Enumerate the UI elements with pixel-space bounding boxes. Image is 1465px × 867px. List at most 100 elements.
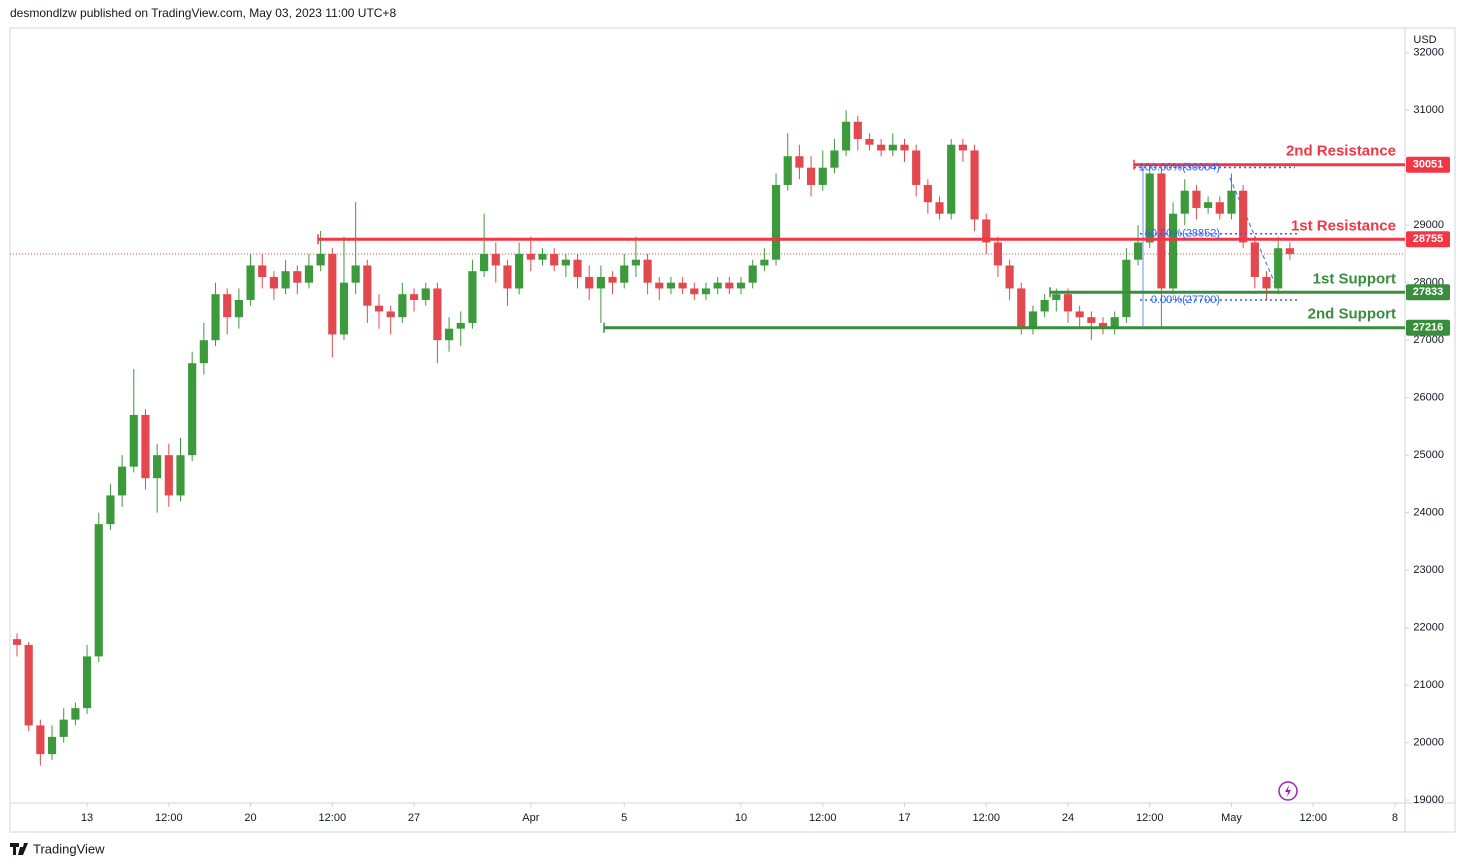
candle-body [118,466,127,496]
candle-body [211,294,220,341]
candle-body [1087,317,1096,323]
level-axis-label: 27216 [1413,322,1444,334]
candle-body [199,340,208,364]
x-tick-label: Apr [522,812,539,824]
y-tick-label: 29000 [1413,219,1444,231]
level-axis-box [1406,284,1450,301]
candle-body [36,725,45,755]
candle-body [725,282,734,289]
x-tick-label: 24 [1062,812,1074,824]
candle-body [188,363,197,456]
candle-body [993,242,1003,266]
candle-body [374,305,384,312]
candle-body [958,144,967,151]
x-tick-label: 13 [81,812,93,824]
candle-body [620,265,629,283]
candle-body [293,271,302,283]
y-tick-label: 21000 [1413,679,1444,691]
x-tick-label: 12:00 [1299,812,1327,824]
candle-body [1180,190,1189,214]
candle-body [923,184,932,203]
level-axis-box [1406,319,1450,336]
plot [10,110,1405,766]
fib-label: 100.00%(30004) [1139,161,1220,173]
candle-body [935,202,944,214]
candle-body [1274,248,1283,289]
candle-body [865,138,874,145]
y-tick-label: 19000 [1413,794,1444,806]
candle-body [643,259,652,283]
candle-body [666,282,676,289]
frame [9,27,1456,833]
candle-body [760,259,769,266]
candle-body [842,121,851,151]
candle-body [900,144,909,151]
x-tick-label: 12:00 [1136,812,1164,824]
candle-body [328,253,337,335]
candle-body [596,276,605,289]
x-tick-label: 5 [621,812,627,824]
candle-body [1017,288,1026,329]
candle-body [82,656,92,709]
x-tick-label: May [1221,812,1242,824]
candle-body [912,150,921,185]
x-tick-label: 27 [408,812,420,824]
fib-trend [1229,177,1277,287]
candle-body [409,294,419,300]
candle-body [1052,294,1061,300]
candle-body [269,276,278,289]
candle-body [701,288,711,295]
level-name: 2nd Support [1308,306,1396,323]
candle-body [468,271,477,323]
currency-label: USD [1413,34,1436,46]
candle-body [164,455,173,496]
candle-body [550,253,559,266]
candle-body [877,144,886,151]
x-tick-label: 20 [244,812,256,824]
candle-body [386,311,395,318]
level-axis-label: 27833 [1413,286,1444,298]
candle-body [94,524,103,657]
flash-icon [1278,781,1298,801]
level-name: 1st Resistance [1291,217,1396,234]
candle-body [234,299,243,318]
candle-body [1122,259,1131,318]
header: desmondlzw published on TradingView.com,… [10,6,396,20]
candle-body [1285,248,1294,254]
candle-body [690,288,699,295]
level-name: 2nd Resistance [1286,143,1396,160]
x-tick-label: 12:00 [155,812,183,824]
candle-body [1262,276,1271,289]
level-axis-box [1406,231,1450,248]
candle-body [59,719,68,737]
y-tick-label: 25000 [1413,449,1444,461]
fib-label: 0.00%(27700) [1151,294,1220,306]
candle-body [1040,299,1049,312]
candle-body [339,282,349,335]
x-tick-label: 12:00 [319,812,347,824]
candle-body [1215,202,1224,214]
y-tick-label: 26000 [1413,392,1444,404]
candle-body [503,265,512,289]
candle-body [1192,190,1201,208]
candle-body [1028,311,1038,329]
footer: TradingView [33,841,105,856]
candle-body [223,294,232,318]
currency-bg [1406,29,1454,51]
candle-body [713,282,722,289]
y-tick-label: 20000 [1413,737,1444,749]
x-tick-label: 17 [898,812,910,824]
candle-body [281,271,290,289]
candle-body [456,322,465,329]
candle-body [1204,202,1213,208]
candle-body [1075,311,1084,318]
candle-body [1168,213,1178,289]
candle-body [246,265,255,300]
x-tick-label: 8 [1392,812,1398,824]
candle-body [1005,265,1014,289]
candle-body [1157,173,1166,289]
candle-body [47,736,57,755]
candle-body [444,328,454,341]
